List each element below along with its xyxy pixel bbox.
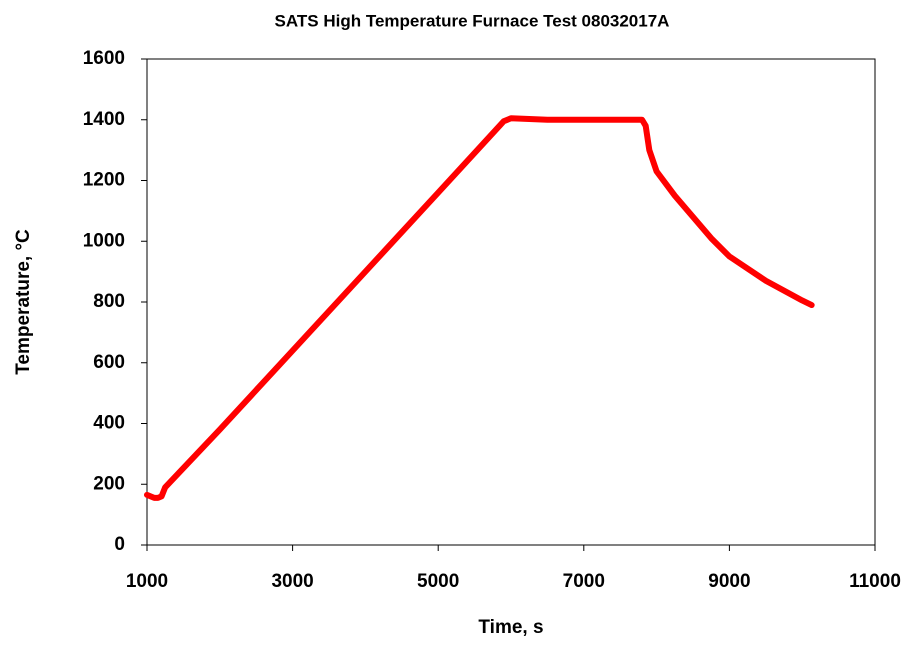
y-tick-label: 200 <box>93 473 125 494</box>
x-tick-label: 11000 <box>849 571 901 592</box>
y-tick-label: 400 <box>93 413 125 434</box>
y-tick-label: 1200 <box>83 170 125 191</box>
x-tick-label: 9000 <box>708 571 750 592</box>
y-tick-label: 1400 <box>83 109 125 130</box>
y-tick-label: 1000 <box>83 230 125 251</box>
x-axis-label: Time, s <box>478 617 543 638</box>
y-axis-label: Temperature, °C <box>13 229 34 375</box>
y-tick-label: 0 <box>114 534 125 555</box>
x-tick-label: 5000 <box>417 571 459 592</box>
y-tick-label: 600 <box>93 352 125 373</box>
y-tick-label: 800 <box>93 291 125 312</box>
data-line <box>144 115 815 501</box>
x-tick-label: 7000 <box>563 571 605 592</box>
y-tick-label: 1600 <box>83 48 125 69</box>
x-tick-label: 3000 <box>271 571 313 592</box>
x-tick-label: 1000 <box>126 571 168 592</box>
chart-title: SATS High Temperature Furnace Test 08032… <box>275 11 670 30</box>
